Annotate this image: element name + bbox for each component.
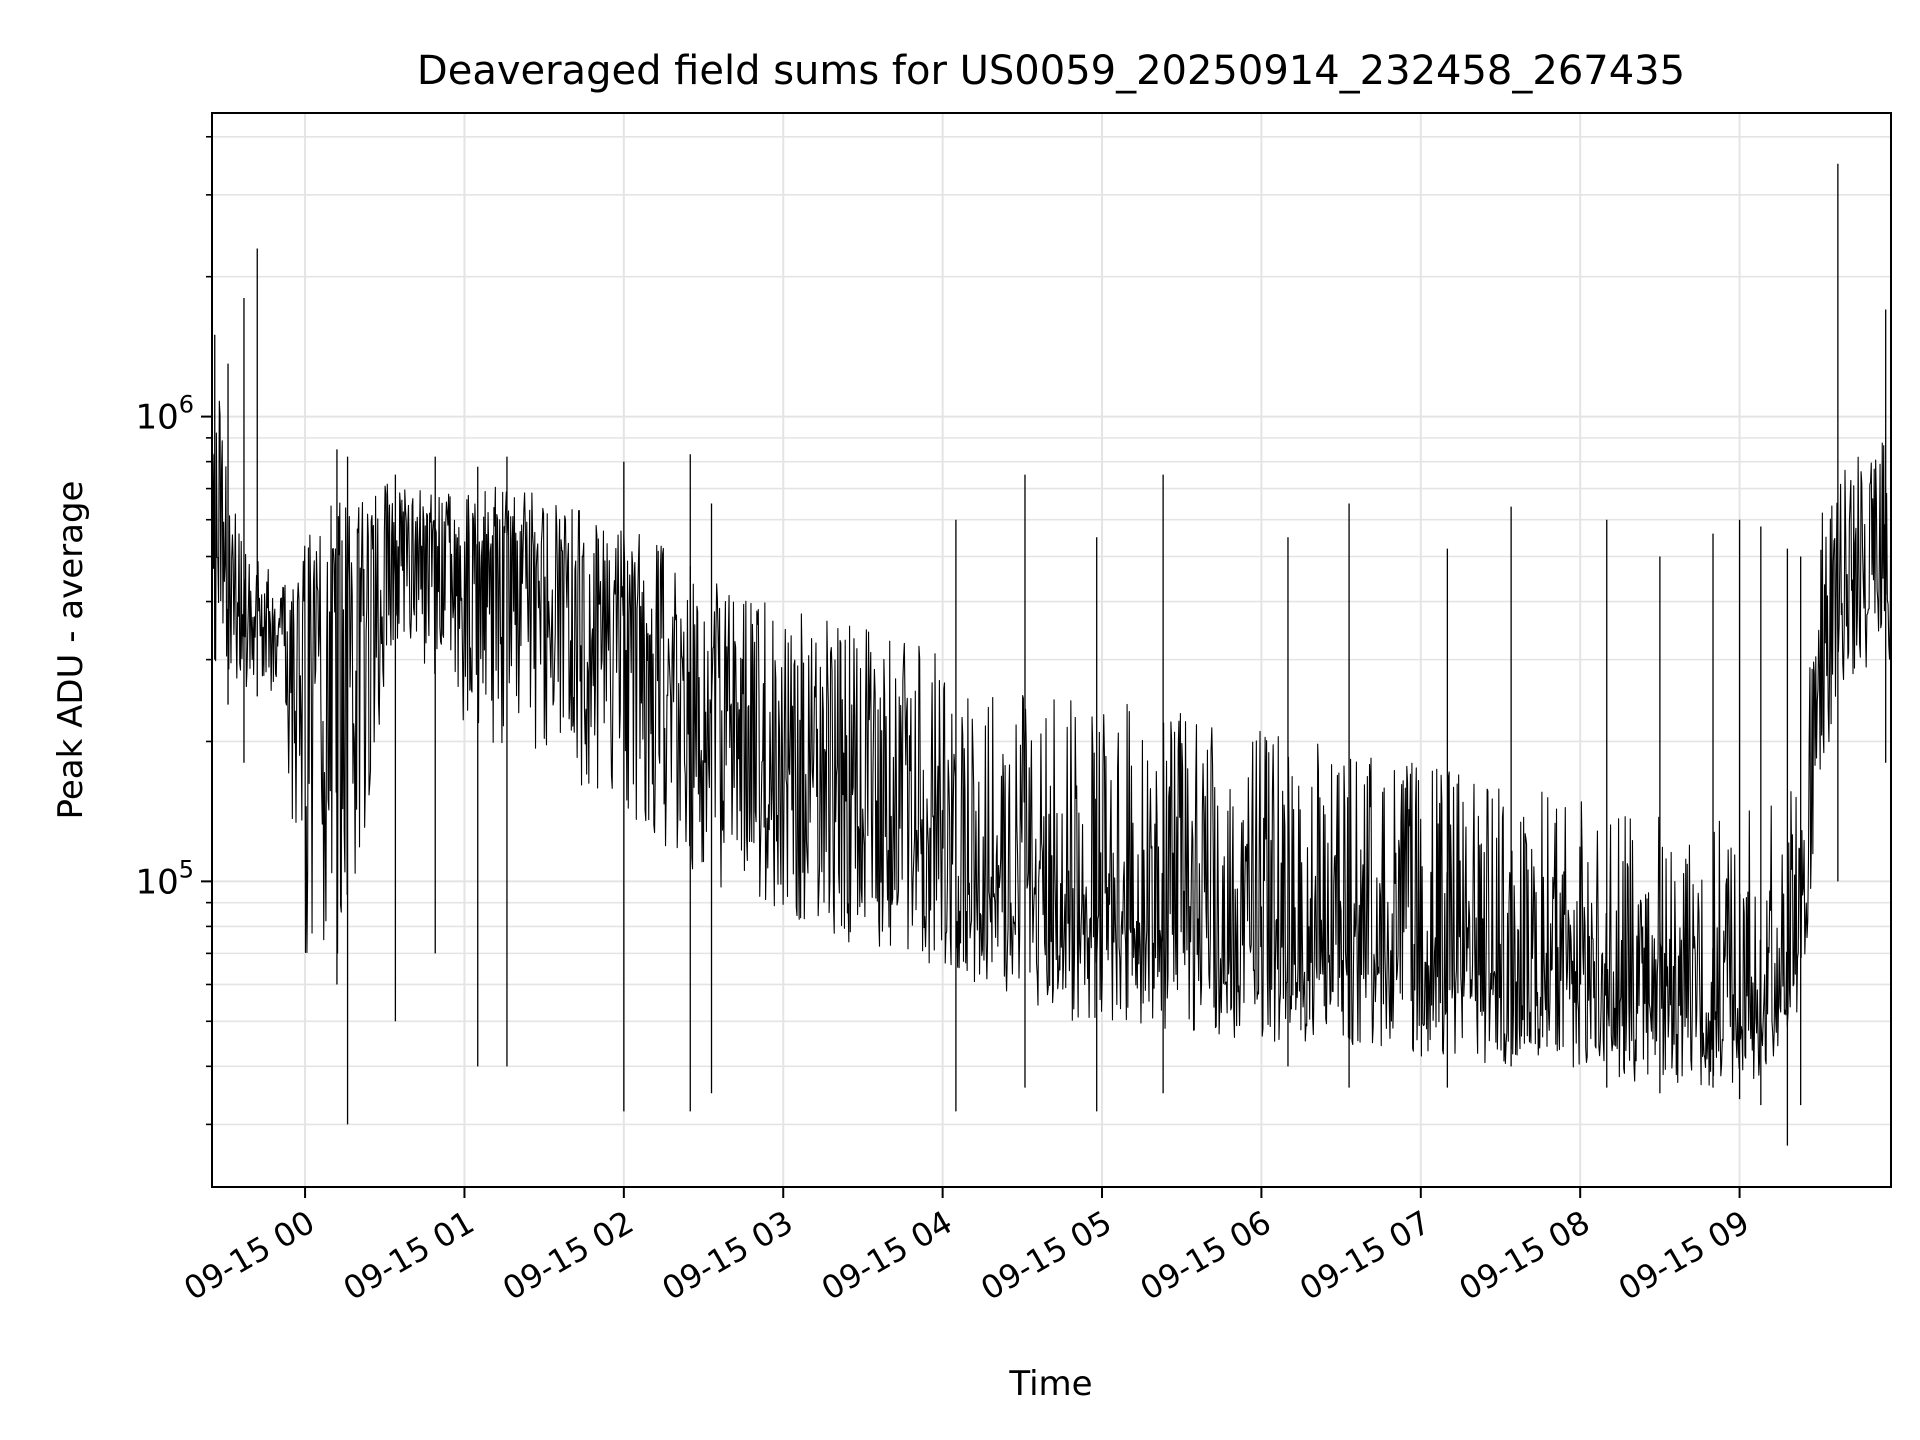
data-series-line (211, 163, 1892, 1146)
chart-title: Deaveraged field sums for US0059_2025091… (417, 48, 1685, 94)
signal-trace (211, 400, 1892, 1086)
y-tick-label: 105 (135, 855, 194, 902)
y-tick-label: 106 (135, 391, 194, 438)
axes-frame (211, 112, 1892, 1188)
y-axis: 105 106 (135, 135, 212, 1126)
y-axis-label: Peak ADU - average (51, 481, 91, 820)
x-axis-label: Time (1008, 1364, 1092, 1404)
